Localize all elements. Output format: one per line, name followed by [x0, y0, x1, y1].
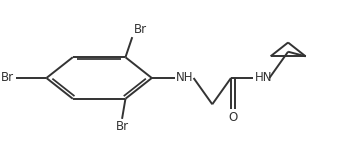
- Text: HN: HN: [255, 71, 272, 85]
- Text: O: O: [228, 111, 238, 124]
- Text: NH: NH: [176, 71, 194, 85]
- Text: Br: Br: [134, 23, 147, 36]
- Text: Br: Br: [1, 71, 14, 85]
- Text: Br: Br: [115, 120, 128, 133]
